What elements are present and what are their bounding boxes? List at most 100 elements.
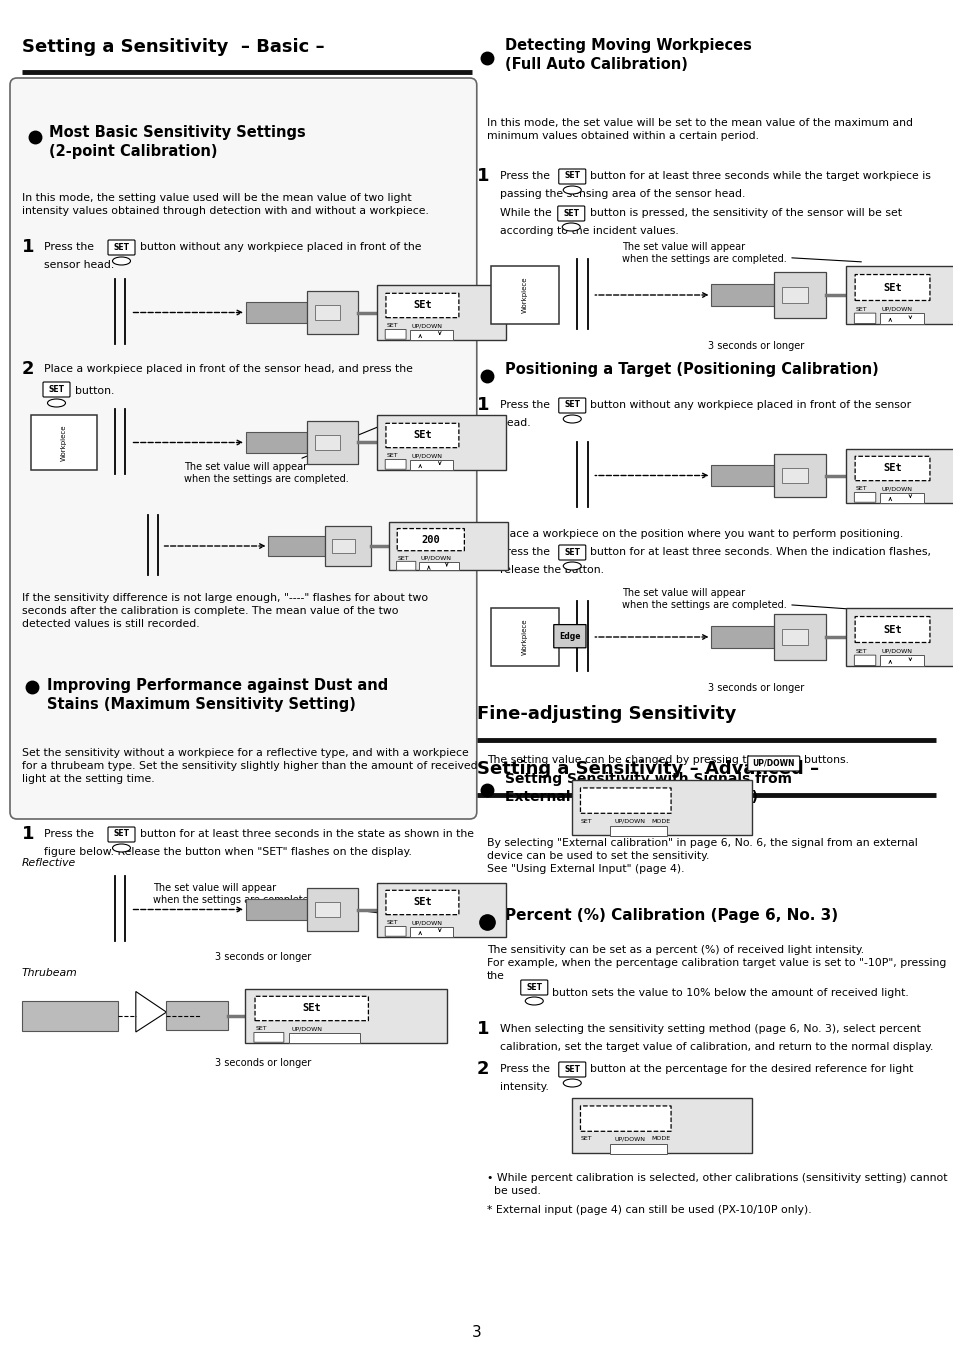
Text: UP/DOWN: UP/DOWN — [291, 1027, 322, 1031]
Text: While the: While the — [499, 208, 551, 218]
Text: SET: SET — [526, 982, 541, 992]
Bar — [389, 521, 508, 570]
Text: * External input (page 4) can still be used (PX-10/10P only).: * External input (page 4) can still be u… — [486, 1205, 811, 1215]
FancyBboxPatch shape — [386, 293, 458, 317]
Text: SEt: SEt — [413, 300, 432, 311]
Bar — [307, 290, 357, 334]
Text: SET: SET — [113, 242, 130, 251]
Text: SET: SET — [255, 1027, 267, 1031]
Text: button without any workpiece placed in front of the: button without any workpiece placed in f… — [140, 242, 421, 253]
FancyBboxPatch shape — [558, 205, 584, 222]
Ellipse shape — [562, 1079, 580, 1088]
Bar — [418, 562, 458, 570]
Text: Workpiece: Workpiece — [521, 619, 527, 655]
FancyBboxPatch shape — [396, 528, 464, 551]
Text: Thrubeam: Thrubeam — [22, 969, 77, 978]
FancyBboxPatch shape — [396, 562, 416, 570]
Text: UP/DOWN: UP/DOWN — [615, 819, 645, 824]
Text: SEt: SEt — [413, 897, 432, 908]
Text: SET: SET — [562, 208, 578, 218]
FancyBboxPatch shape — [558, 544, 585, 561]
Bar — [845, 266, 953, 324]
Bar — [288, 1032, 359, 1043]
Text: 1: 1 — [22, 825, 34, 843]
Text: figure below. Release the button when "SET" flashes on the display.: figure below. Release the button when "S… — [44, 847, 412, 857]
Text: SET: SET — [386, 920, 397, 925]
Bar — [410, 459, 453, 470]
Bar — [845, 608, 953, 666]
Text: Press the: Press the — [499, 547, 549, 557]
Text: UP/DOWN: UP/DOWN — [881, 648, 911, 654]
Bar — [246, 303, 307, 323]
Text: 2: 2 — [476, 526, 489, 543]
Text: SET: SET — [580, 819, 592, 824]
Bar — [314, 305, 339, 320]
Bar — [781, 286, 807, 303]
Text: UP/DOWN: UP/DOWN — [881, 307, 911, 312]
Text: Edge: Edge — [558, 632, 580, 640]
Bar — [246, 898, 307, 920]
Text: SET: SET — [397, 555, 409, 561]
Bar — [245, 989, 446, 1043]
Text: MODE: MODE — [650, 1136, 669, 1142]
Text: SEt: SEt — [302, 1004, 321, 1013]
Bar — [491, 608, 558, 666]
Text: 3 seconds or longer: 3 seconds or longer — [214, 952, 311, 962]
Text: button for at least three seconds while the target workpiece is: button for at least three seconds while … — [589, 172, 930, 181]
Text: SEt: SEt — [882, 282, 901, 293]
Text: 3 seconds or longer: 3 seconds or longer — [214, 1058, 311, 1069]
FancyBboxPatch shape — [253, 1032, 284, 1042]
FancyBboxPatch shape — [108, 240, 135, 255]
Text: passing the sensing area of the sensor head.: passing the sensing area of the sensor h… — [499, 189, 744, 199]
Bar — [609, 825, 666, 835]
FancyBboxPatch shape — [854, 274, 929, 300]
Text: UP/DOWN: UP/DOWN — [881, 486, 911, 492]
Text: SET: SET — [563, 547, 579, 557]
FancyBboxPatch shape — [386, 423, 458, 447]
Text: SET: SET — [855, 307, 866, 312]
Ellipse shape — [48, 399, 66, 407]
Text: 1: 1 — [476, 396, 489, 413]
Text: 2: 2 — [22, 359, 34, 378]
Text: UP/DOWN: UP/DOWN — [420, 555, 452, 561]
Bar — [307, 420, 357, 465]
Text: UP/DOWN: UP/DOWN — [411, 920, 442, 925]
Text: SEt: SEt — [413, 431, 432, 440]
FancyBboxPatch shape — [558, 1062, 585, 1077]
FancyBboxPatch shape — [254, 996, 368, 1020]
Text: Place a workpiece placed in front of the sensor head, and press the: Place a workpiece placed in front of the… — [44, 363, 413, 374]
Bar — [711, 284, 774, 307]
Text: The set value will appear
when the settings are completed.: The set value will appear when the setti… — [621, 588, 861, 609]
FancyBboxPatch shape — [385, 330, 406, 339]
Text: SET: SET — [563, 172, 579, 181]
Text: Press the: Press the — [44, 830, 94, 839]
FancyBboxPatch shape — [854, 313, 875, 323]
Bar — [166, 1001, 228, 1029]
FancyBboxPatch shape — [747, 757, 799, 771]
Text: head.: head. — [499, 417, 530, 428]
Text: The setting value can be changed by pressing the: The setting value can be changed by pres… — [486, 755, 760, 765]
FancyBboxPatch shape — [43, 382, 70, 397]
Text: sensor head.: sensor head. — [44, 259, 114, 270]
Text: button for at least three seconds. When the indication flashes,: button for at least three seconds. When … — [589, 547, 930, 557]
FancyBboxPatch shape — [10, 78, 476, 819]
Text: Fine-adjusting Sensitivity: Fine-adjusting Sensitivity — [476, 705, 736, 723]
Text: 200: 200 — [421, 535, 439, 544]
FancyBboxPatch shape — [558, 399, 585, 413]
Text: 1: 1 — [476, 1020, 489, 1038]
Text: SET: SET — [386, 323, 397, 328]
Text: Improving Performance against Dust and
Stains (Maximum Sensitivity Setting): Improving Performance against Dust and S… — [47, 678, 388, 712]
Text: 3 seconds or longer: 3 seconds or longer — [707, 684, 803, 693]
Text: 2: 2 — [476, 1061, 489, 1078]
Bar — [571, 780, 751, 835]
Text: Workpiece: Workpiece — [521, 277, 527, 313]
Text: By selecting "External calibration" in page 6, No. 6, the signal from an externa: By selecting "External calibration" in p… — [486, 838, 917, 874]
Bar — [491, 266, 558, 324]
Bar — [711, 626, 774, 648]
Text: according to the incident values.: according to the incident values. — [499, 226, 678, 236]
FancyBboxPatch shape — [854, 457, 929, 481]
FancyBboxPatch shape — [520, 979, 547, 994]
Text: UP/DOWN: UP/DOWN — [752, 758, 794, 767]
Ellipse shape — [112, 257, 131, 265]
Text: Set the sensitivity without a workpiece for a reflective type, and with a workpi: Set the sensitivity without a workpiece … — [22, 748, 477, 785]
